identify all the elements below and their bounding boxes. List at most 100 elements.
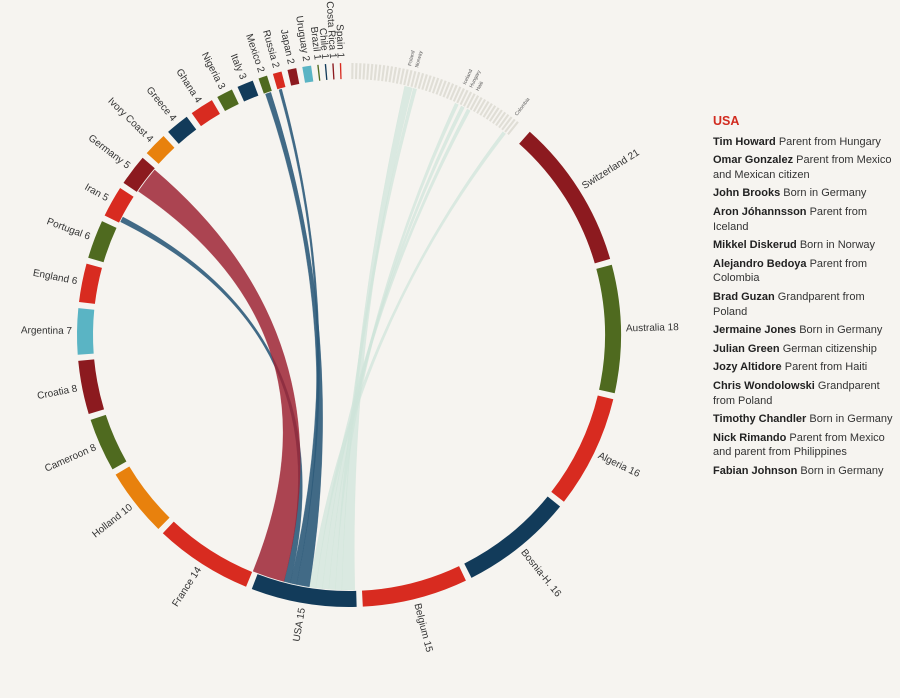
segment-arc-russia[interactable] bbox=[272, 71, 286, 90]
player-name: Jermaine Jones bbox=[713, 324, 797, 337]
player-note: Parent from Mexico and Mexican citizen bbox=[713, 154, 892, 181]
minor-segments bbox=[351, 63, 519, 135]
segment-arc-france[interactable] bbox=[162, 521, 253, 587]
segment-arc-belgium[interactable] bbox=[361, 566, 466, 607]
player-note: Born in Germany bbox=[796, 324, 883, 337]
minor-segment-tick bbox=[377, 64, 382, 81]
player-name: Fabian Johnson bbox=[713, 464, 798, 477]
segment-arc-chile[interactable] bbox=[324, 63, 328, 81]
segment-arc-nigeria[interactable] bbox=[217, 89, 239, 112]
player-entry: Brad Guzan Grandparent from Poland bbox=[713, 290, 898, 319]
player-entry: Tim Howard Parent from Hungary bbox=[713, 135, 898, 150]
player-note: Born in Germany bbox=[797, 464, 884, 477]
segment-label: Ivory Coast 4 bbox=[105, 96, 155, 145]
player-entry: John Brooks Born in Germany bbox=[713, 186, 898, 201]
minor-segment-tick bbox=[358, 63, 362, 80]
segment-label: France 14 bbox=[170, 565, 204, 609]
segment-label: Spain 1 bbox=[334, 24, 346, 59]
minor-segment-tick bbox=[472, 97, 483, 113]
minor-segment-tick bbox=[459, 89, 469, 106]
segment-arc-greece[interactable] bbox=[168, 116, 197, 144]
segment-arc-germany[interactable] bbox=[123, 157, 155, 192]
segment-arc-argentina[interactable] bbox=[77, 308, 95, 355]
minor-segment-tick bbox=[485, 105, 497, 120]
minor-segment-tick bbox=[399, 68, 405, 85]
segment-arc-uruguay[interactable] bbox=[302, 65, 314, 83]
minor-segment-tick bbox=[463, 91, 473, 107]
minor-segment-tick bbox=[492, 109, 503, 124]
minor-segment-tick bbox=[488, 107, 500, 122]
ribbon-usa-colombia bbox=[309, 131, 506, 589]
player-note: Parent from Haiti bbox=[781, 361, 868, 374]
minor-segment-tick bbox=[428, 76, 436, 93]
minor-segment-tick bbox=[452, 86, 462, 102]
segment-arc-mexico[interactable] bbox=[258, 75, 272, 94]
segment-label: Bosnia-H. 16 bbox=[518, 547, 563, 599]
minor-segment-tick bbox=[456, 88, 465, 104]
minor-label: Colombia bbox=[514, 97, 532, 118]
segment-label: Ghana 4 bbox=[173, 67, 203, 106]
player-entry: Chris Wondolowski Grandparent from Polan… bbox=[713, 379, 898, 408]
segment-arc-brazil[interactable] bbox=[317, 64, 321, 81]
minor-segment-tick bbox=[354, 63, 358, 80]
segment-arc-italy[interactable] bbox=[237, 80, 259, 102]
segment-arc-portugal[interactable] bbox=[88, 221, 117, 263]
minor-segment-tick bbox=[351, 63, 354, 80]
segment-arc-japan[interactable] bbox=[287, 68, 300, 86]
minor-label: Poland bbox=[407, 50, 416, 67]
segment-arc-bosnia-h-[interactable] bbox=[464, 496, 561, 578]
segment-arc-holland[interactable] bbox=[115, 466, 170, 530]
segment-label: Algeria 16 bbox=[596, 450, 642, 480]
minor-segment-tick bbox=[366, 63, 370, 80]
player-entry: Timothy Chandler Born in Germany bbox=[713, 412, 898, 427]
segment-label: Germany 5 bbox=[86, 133, 132, 172]
minor-segment-tick bbox=[373, 64, 378, 81]
player-entry: Julian Green German citizenship bbox=[713, 342, 898, 357]
minor-segment-tick bbox=[495, 111, 507, 127]
minor-segment-tick bbox=[501, 116, 513, 131]
player-name: Omar Gonzalez bbox=[713, 154, 794, 167]
segment-arc-algeria[interactable] bbox=[551, 395, 614, 502]
player-note: Born in Norway bbox=[796, 239, 876, 252]
ribbons bbox=[120, 85, 506, 591]
ribbon-usa-germany bbox=[137, 169, 301, 582]
player-entry: Jozy Altidore Parent from Haiti bbox=[713, 360, 898, 375]
segment-label: Costa Rica 1 bbox=[324, 1, 338, 59]
minor-segment-tick bbox=[369, 63, 374, 81]
segment-arc-iran[interactable] bbox=[104, 188, 134, 223]
minor-segment-tick bbox=[388, 66, 394, 83]
player-note: Born in Germany bbox=[780, 187, 867, 200]
player-entry: Aron Jóhannsson Parent from Iceland bbox=[713, 205, 898, 234]
player-note: Grandparent from Poland bbox=[713, 290, 865, 318]
player-entry: Jermaine Jones Born in Germany bbox=[713, 323, 898, 338]
segment-arc-costa-rica[interactable] bbox=[332, 63, 335, 80]
segment-label: Chile 1 bbox=[317, 28, 331, 60]
player-note: Grandparent from Poland bbox=[713, 379, 880, 407]
segment-arc-croatia[interactable] bbox=[78, 359, 105, 414]
minor-segment-tick bbox=[435, 79, 443, 95]
player-name: Nick Rimando bbox=[713, 431, 787, 444]
segment-arc-england[interactable] bbox=[79, 263, 102, 304]
segment-label: Japan 2 bbox=[278, 28, 296, 66]
segment-arc-spain[interactable] bbox=[339, 63, 342, 80]
player-entry: Omar Gonzalez Parent from Mexico and Mex… bbox=[713, 153, 898, 182]
segment-label: Argentina 7 bbox=[21, 325, 73, 337]
player-entry: Fabian Johnson Born in Germany bbox=[713, 464, 898, 479]
player-name: Alejandro Bedoya bbox=[713, 257, 807, 270]
minor-segment-tick bbox=[414, 71, 421, 88]
segment-arc-usa[interactable] bbox=[251, 574, 357, 608]
segment-label: Belgium 15 bbox=[411, 602, 434, 654]
segment-arc-ghana[interactable] bbox=[191, 100, 220, 127]
player-note: Born in Germany bbox=[806, 413, 893, 426]
player-name: Jozy Altidore bbox=[713, 361, 782, 374]
segment-arc-switzerland[interactable] bbox=[519, 131, 611, 264]
minor-segment-tick bbox=[431, 77, 440, 94]
minor-segment-tick bbox=[479, 100, 490, 116]
segment-arc-cameroon[interactable] bbox=[90, 414, 127, 470]
segment-arc-australia[interactable] bbox=[596, 264, 621, 394]
segment-arc-ivory-coast[interactable] bbox=[146, 136, 175, 164]
player-name: Julian Green bbox=[713, 342, 780, 355]
minor-label: Norway bbox=[414, 50, 424, 68]
minor-segment-tick bbox=[403, 69, 409, 86]
